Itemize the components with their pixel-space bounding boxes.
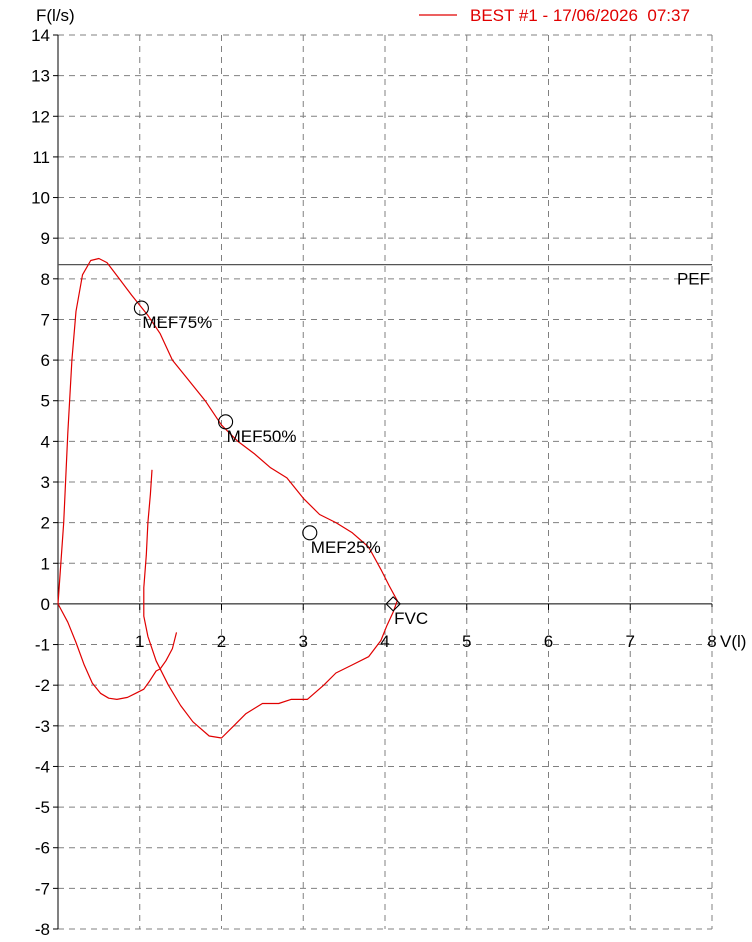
flow-volume-series [57,257,398,739]
y-tick-label: -7 [35,879,50,898]
y-axis-title: F(l/s) [36,6,75,25]
y-tick-label: -2 [35,676,50,695]
y-tick-label: 3 [41,473,50,492]
x-tick-label: 2 [217,632,226,651]
y-tick-label: 13 [31,67,50,86]
y-tick-label: -3 [35,717,50,736]
y-tick-label: -5 [35,798,50,817]
marker-label: MEF75% [142,313,212,332]
grid-lines [58,34,712,930]
series-line [57,603,178,700]
x-tick-label: 1 [135,632,144,651]
marker-fvc[interactable] [385,596,401,612]
marker-mef25[interactable] [302,525,318,541]
marker-mef50[interactable] [218,414,234,430]
x-tick-label: 5 [462,632,471,651]
y-tick-label: 2 [41,514,50,533]
y-tick-label: -4 [35,757,50,776]
y-tick-label: 11 [32,148,50,167]
y-tick-label: 10 [31,189,50,208]
y-tick-label: 12 [31,107,50,126]
axes [53,34,713,930]
legend[interactable]: BEST #1 - 17/06/2026 07:37 [419,6,690,25]
y-tick-label: 7 [41,310,50,329]
pef-label: PEF [677,270,710,289]
y-tick-label: 9 [41,229,50,248]
x-tick-labels: 1 2 3 4 5 6 7 8 [135,632,717,651]
x-tick-label: 4 [380,632,389,651]
series-line [57,257,398,739]
marker-label: MEF50% [227,427,297,446]
y-tick-label: 4 [41,432,50,451]
marker-label: FVC [394,609,428,628]
x-tick-label: 7 [626,632,635,651]
x-tick-label: 3 [299,632,308,651]
y-tick-label: 5 [41,392,50,411]
pef-reference: PEF [58,263,712,289]
y-tick-label: 1 [41,554,50,573]
legend-label: BEST #1 - 17/06/2026 07:37 [470,6,690,25]
x-axis-title: V(l) [720,632,746,651]
y-tick-label: 6 [41,351,50,370]
y-tick-label: 0 [41,595,50,614]
marker-label: MEF25% [311,538,381,557]
y-tick-label: 14 [31,26,50,45]
y-tick-label: -1 [35,636,50,655]
y-tick-label: -8 [35,920,50,939]
marker-mef75[interactable] [133,300,149,316]
y-tick-label: 8 [41,270,50,289]
x-tick-label: 6 [544,632,553,651]
chart-markers: MEF75% MEF50% MEF25% FVC [133,300,428,628]
y-tick-label: -6 [35,839,50,858]
x-tick-label: 8 [707,632,716,651]
